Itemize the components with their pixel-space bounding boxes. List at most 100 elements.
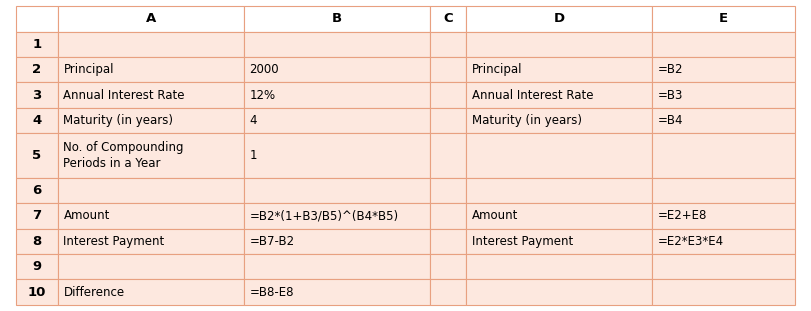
Text: D: D (553, 12, 564, 26)
Bar (244, 108, 430, 133)
Bar (652, 108, 795, 133)
Text: 4: 4 (250, 114, 257, 127)
Text: 6: 6 (32, 184, 41, 197)
Bar (58, 32, 244, 57)
Bar (244, 133, 430, 178)
Bar (244, 6, 430, 32)
Bar (652, 254, 795, 279)
Text: 1: 1 (32, 38, 41, 51)
Text: 5: 5 (32, 149, 41, 162)
Text: Amount: Amount (472, 209, 518, 222)
Text: 2000: 2000 (250, 63, 279, 76)
Bar (466, 82, 652, 108)
Bar (58, 82, 244, 108)
Text: 8: 8 (32, 235, 41, 248)
Bar (16, 279, 58, 305)
Bar (244, 254, 430, 279)
Text: Annual Interest Rate: Annual Interest Rate (63, 89, 185, 102)
Bar (652, 279, 795, 305)
Bar (58, 57, 244, 82)
Bar (16, 82, 58, 108)
Text: 10: 10 (28, 285, 46, 299)
Bar (466, 57, 652, 82)
Text: Interest Payment: Interest Payment (63, 235, 165, 248)
Text: Principal: Principal (472, 63, 522, 76)
Text: 1: 1 (250, 149, 257, 162)
Bar (16, 203, 58, 229)
Bar (244, 57, 430, 82)
Bar (430, 6, 466, 32)
Bar (16, 133, 58, 178)
Bar (466, 6, 652, 32)
Text: =B7-B2: =B7-B2 (250, 235, 294, 248)
Text: =E2*E3*E4: =E2*E3*E4 (658, 235, 724, 248)
Bar (430, 32, 466, 57)
Bar (466, 254, 652, 279)
Bar (58, 203, 244, 229)
Text: =B4: =B4 (658, 114, 683, 127)
Bar (466, 32, 652, 57)
Text: Maturity (in years): Maturity (in years) (472, 114, 581, 127)
Bar (466, 229, 652, 254)
Bar (466, 108, 652, 133)
Bar (430, 279, 466, 305)
Bar (16, 6, 58, 32)
Bar (430, 82, 466, 108)
Bar (58, 6, 244, 32)
Bar (466, 178, 652, 203)
Text: A: A (146, 12, 156, 26)
Bar (652, 6, 795, 32)
Text: Maturity (in years): Maturity (in years) (63, 114, 174, 127)
Bar (430, 57, 466, 82)
Bar (244, 203, 430, 229)
Bar (652, 229, 795, 254)
Text: =B8-E8: =B8-E8 (250, 285, 294, 299)
Bar (16, 108, 58, 133)
Bar (466, 203, 652, 229)
Text: 2: 2 (32, 63, 41, 76)
Text: =E2+E8: =E2+E8 (658, 209, 707, 222)
Bar (16, 254, 58, 279)
Text: Annual Interest Rate: Annual Interest Rate (472, 89, 593, 102)
Bar (430, 133, 466, 178)
Text: 12%: 12% (250, 89, 276, 102)
Bar (652, 32, 795, 57)
Bar (430, 254, 466, 279)
Bar (652, 82, 795, 108)
Bar (58, 279, 244, 305)
Bar (244, 279, 430, 305)
Text: E: E (719, 12, 728, 26)
Bar (466, 133, 652, 178)
Text: =B2: =B2 (658, 63, 683, 76)
Bar (16, 178, 58, 203)
Bar (244, 229, 430, 254)
Bar (58, 254, 244, 279)
Bar (244, 32, 430, 57)
Text: =B2*(1+B3/B5)^(B4*B5): =B2*(1+B3/B5)^(B4*B5) (250, 209, 398, 222)
Bar (58, 178, 244, 203)
Bar (652, 203, 795, 229)
Bar (16, 32, 58, 57)
Bar (16, 57, 58, 82)
Bar (244, 82, 430, 108)
Text: B: B (332, 12, 341, 26)
Text: 9: 9 (32, 260, 41, 273)
Bar (652, 178, 795, 203)
Bar (244, 178, 430, 203)
Text: C: C (443, 12, 453, 26)
Text: Difference: Difference (63, 285, 125, 299)
Text: No. of Compounding
Periods in a Year: No. of Compounding Periods in a Year (63, 141, 184, 170)
Bar (430, 229, 466, 254)
Text: =B3: =B3 (658, 89, 683, 102)
Bar (58, 229, 244, 254)
Text: 7: 7 (32, 209, 41, 222)
Text: Principal: Principal (63, 63, 114, 76)
Bar (430, 203, 466, 229)
Bar (430, 178, 466, 203)
Bar (58, 133, 244, 178)
Bar (430, 108, 466, 133)
Text: 3: 3 (32, 89, 41, 102)
Text: 4: 4 (32, 114, 41, 127)
Text: Amount: Amount (63, 209, 109, 222)
Text: Interest Payment: Interest Payment (472, 235, 573, 248)
